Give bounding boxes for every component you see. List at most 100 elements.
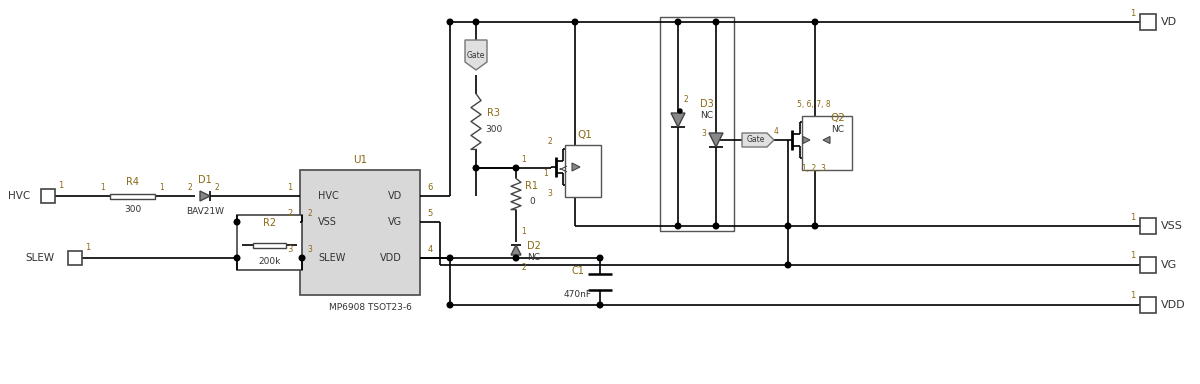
Text: SLEW: SLEW bbox=[26, 253, 55, 263]
Text: 300: 300 bbox=[485, 125, 503, 134]
Circle shape bbox=[234, 219, 240, 225]
Circle shape bbox=[234, 255, 240, 261]
Text: HVC: HVC bbox=[318, 191, 338, 201]
Text: 6: 6 bbox=[427, 184, 433, 192]
Text: 300: 300 bbox=[124, 205, 142, 214]
Text: D1: D1 bbox=[198, 175, 212, 185]
Text: 2: 2 bbox=[287, 210, 293, 218]
Bar bbox=[300, 170, 420, 295]
Text: HVC: HVC bbox=[7, 191, 30, 201]
Text: VSS: VSS bbox=[318, 217, 337, 227]
Circle shape bbox=[713, 19, 719, 25]
Text: 5, 6, 7, 8: 5, 6, 7, 8 bbox=[797, 99, 830, 109]
Polygon shape bbox=[572, 163, 580, 171]
Circle shape bbox=[448, 19, 452, 25]
Text: 1: 1 bbox=[544, 169, 548, 177]
Text: NC: NC bbox=[832, 124, 845, 134]
Circle shape bbox=[598, 255, 602, 261]
Bar bbox=[41, 189, 55, 203]
Text: 1: 1 bbox=[59, 182, 64, 190]
Bar bbox=[565, 145, 601, 197]
Text: NC: NC bbox=[700, 111, 713, 119]
Circle shape bbox=[676, 223, 680, 229]
Polygon shape bbox=[511, 245, 521, 255]
Text: 1: 1 bbox=[1129, 291, 1135, 301]
Text: SLEW: SLEW bbox=[318, 253, 346, 263]
Circle shape bbox=[812, 19, 818, 25]
Text: Q1: Q1 bbox=[577, 130, 593, 140]
Circle shape bbox=[713, 223, 719, 229]
Circle shape bbox=[785, 262, 791, 268]
Circle shape bbox=[676, 19, 680, 25]
Text: VDD: VDD bbox=[380, 253, 402, 263]
Text: 1: 1 bbox=[1129, 252, 1135, 260]
Text: 3: 3 bbox=[287, 245, 293, 255]
Text: 1: 1 bbox=[1129, 8, 1135, 18]
Bar bbox=[1140, 297, 1156, 313]
Text: VD: VD bbox=[388, 191, 402, 201]
Text: 1, 2, 3: 1, 2, 3 bbox=[802, 164, 826, 172]
Text: VDD: VDD bbox=[1162, 300, 1186, 310]
Bar bbox=[68, 251, 82, 265]
Text: 470nF: 470nF bbox=[564, 290, 592, 299]
Text: 5: 5 bbox=[427, 210, 433, 218]
Text: 1: 1 bbox=[85, 243, 91, 253]
Polygon shape bbox=[823, 136, 830, 144]
Text: 1: 1 bbox=[287, 184, 293, 192]
Bar bbox=[660, 17, 734, 231]
Text: D2: D2 bbox=[527, 241, 541, 251]
Circle shape bbox=[812, 223, 818, 229]
Circle shape bbox=[299, 255, 305, 261]
Text: R4: R4 bbox=[126, 177, 139, 187]
Text: 4: 4 bbox=[427, 245, 433, 255]
Circle shape bbox=[473, 19, 479, 25]
Text: 2: 2 bbox=[215, 184, 220, 192]
Text: VG: VG bbox=[1162, 260, 1177, 270]
Text: 2: 2 bbox=[683, 96, 688, 104]
Polygon shape bbox=[709, 133, 722, 147]
Text: R3: R3 bbox=[487, 109, 500, 119]
Polygon shape bbox=[466, 40, 487, 70]
Text: 3: 3 bbox=[307, 245, 312, 255]
Polygon shape bbox=[200, 191, 210, 201]
Circle shape bbox=[473, 165, 479, 171]
Polygon shape bbox=[803, 136, 810, 144]
Text: MP6908 TSOT23-6: MP6908 TSOT23-6 bbox=[329, 303, 412, 311]
Polygon shape bbox=[671, 113, 685, 127]
Text: 1: 1 bbox=[1129, 212, 1135, 222]
Text: U1: U1 bbox=[353, 155, 367, 165]
Circle shape bbox=[448, 255, 452, 261]
Text: Q2: Q2 bbox=[830, 113, 846, 123]
Text: 1: 1 bbox=[522, 227, 527, 237]
Text: 1: 1 bbox=[522, 156, 527, 164]
Bar bbox=[802, 116, 852, 170]
Text: R2: R2 bbox=[263, 218, 276, 228]
Text: VD: VD bbox=[1162, 17, 1177, 27]
Bar bbox=[253, 243, 286, 248]
Bar bbox=[238, 215, 302, 270]
Text: 2: 2 bbox=[187, 184, 192, 192]
Text: C1: C1 bbox=[571, 266, 584, 276]
Polygon shape bbox=[742, 133, 774, 147]
Circle shape bbox=[572, 19, 578, 25]
Text: Gate: Gate bbox=[746, 136, 766, 144]
Text: NC: NC bbox=[528, 253, 540, 263]
Text: 1: 1 bbox=[160, 184, 164, 192]
Text: 0: 0 bbox=[529, 197, 535, 207]
Bar bbox=[1140, 257, 1156, 273]
Circle shape bbox=[514, 165, 518, 171]
Text: 2: 2 bbox=[522, 263, 527, 273]
Text: 2: 2 bbox=[307, 210, 312, 218]
Text: 2: 2 bbox=[547, 136, 552, 146]
Circle shape bbox=[678, 109, 682, 113]
Bar bbox=[1140, 14, 1156, 30]
Circle shape bbox=[598, 302, 602, 308]
Text: 200k: 200k bbox=[258, 258, 281, 266]
Text: 4: 4 bbox=[774, 127, 779, 136]
Text: VG: VG bbox=[388, 217, 402, 227]
Text: BAV21W: BAV21W bbox=[186, 207, 224, 217]
Text: R1: R1 bbox=[526, 181, 539, 191]
Text: D3: D3 bbox=[700, 99, 714, 109]
Text: 1: 1 bbox=[101, 184, 106, 192]
Circle shape bbox=[785, 223, 791, 229]
